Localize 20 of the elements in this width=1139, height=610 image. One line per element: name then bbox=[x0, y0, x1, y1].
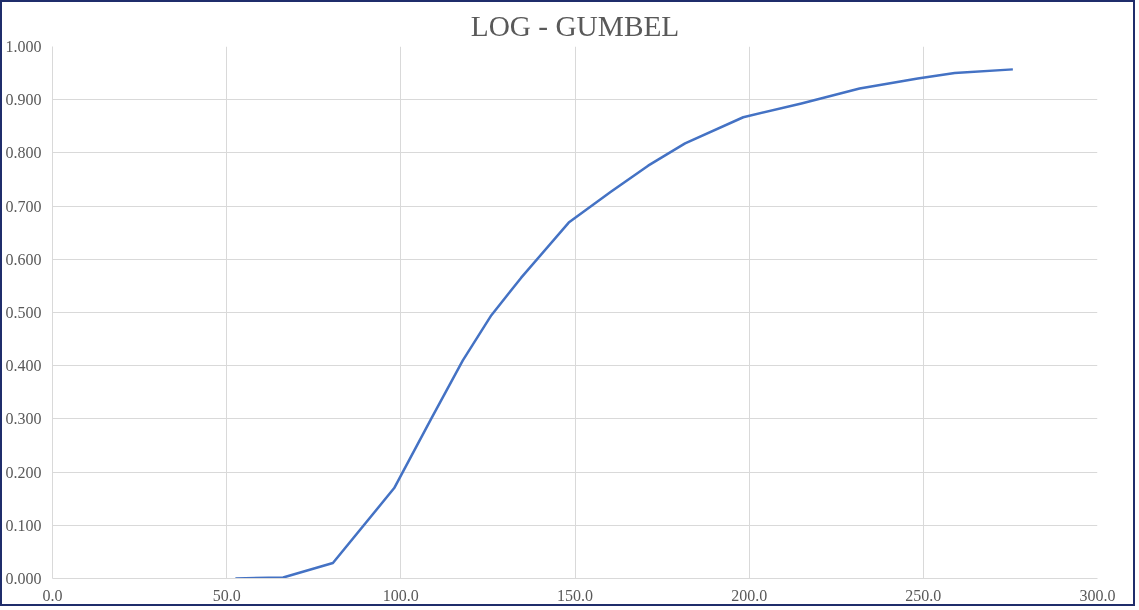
x-tick-label: 200.0 bbox=[731, 586, 768, 604]
x-tick-label: 300.0 bbox=[1079, 586, 1116, 604]
y-tick-label: 0.900 bbox=[5, 91, 42, 109]
y-tick-label: 0.200 bbox=[5, 463, 42, 481]
y-tick-label: 0.500 bbox=[5, 304, 42, 321]
y-tick-label: 0.400 bbox=[5, 357, 42, 375]
y-tick-label: 0.000 bbox=[5, 570, 42, 587]
x-tick-label: 150.0 bbox=[557, 586, 593, 604]
y-tick-label: 0.100 bbox=[5, 516, 42, 534]
y-tick-label: 0.700 bbox=[5, 197, 42, 215]
y-tick-label: 1.000 bbox=[5, 38, 42, 55]
x-tick-label: 0.0 bbox=[42, 586, 63, 604]
x-tick-label: 50.0 bbox=[212, 586, 241, 604]
y-tick-label: 0.600 bbox=[5, 250, 42, 268]
y-tick-label: 0.800 bbox=[5, 144, 42, 162]
line-series bbox=[234, 68, 1015, 579]
x-tick-label: 100.0 bbox=[382, 586, 419, 604]
y-tick-label: 0.300 bbox=[5, 410, 42, 428]
x-tick-label: 250.0 bbox=[905, 586, 942, 604]
chart-title: LOG - GUMBEL bbox=[470, 9, 680, 42]
